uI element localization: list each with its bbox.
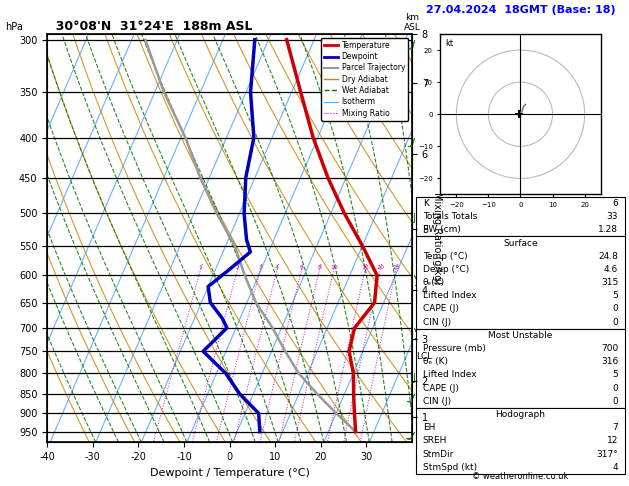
Text: SREH: SREH (423, 436, 447, 445)
Text: θₑ (K): θₑ (K) (423, 357, 448, 366)
Text: Temp (°C): Temp (°C) (423, 252, 467, 260)
Text: © weatheronline.co.uk: © weatheronline.co.uk (472, 472, 569, 481)
Text: 4: 4 (613, 463, 618, 472)
Text: 1.28: 1.28 (598, 226, 618, 234)
Text: 0: 0 (613, 304, 618, 313)
Text: 33: 33 (606, 212, 618, 221)
Text: 4.6: 4.6 (604, 265, 618, 274)
Text: Totals Totals: Totals Totals (423, 212, 477, 221)
Text: 700: 700 (601, 344, 618, 353)
Text: 16: 16 (361, 265, 369, 270)
Text: 1: 1 (199, 265, 203, 270)
Text: 3: 3 (259, 265, 262, 270)
Legend: Temperature, Dewpoint, Parcel Trajectory, Dry Adiabat, Wet Adiabat, Isotherm, Mi: Temperature, Dewpoint, Parcel Trajectory… (321, 38, 408, 121)
Text: 27.04.2024  18GMT (Base: 18): 27.04.2024 18GMT (Base: 18) (426, 5, 615, 15)
Text: StmDir: StmDir (423, 450, 454, 459)
Text: kt: kt (445, 39, 454, 48)
Text: 6: 6 (613, 199, 618, 208)
Text: 4: 4 (275, 265, 279, 270)
Text: Lifted Index: Lifted Index (423, 291, 477, 300)
Text: 20: 20 (376, 265, 384, 270)
Bar (416, 197, 625, 236)
Text: PW (cm): PW (cm) (423, 226, 460, 234)
Text: θₑ(K): θₑ(K) (423, 278, 445, 287)
Text: EH: EH (423, 423, 435, 432)
Text: Hodograph: Hodograph (496, 410, 545, 419)
Text: 25: 25 (392, 265, 400, 270)
Text: 12: 12 (607, 436, 618, 445)
Text: Lifted Index: Lifted Index (423, 370, 477, 380)
Text: Dewp (°C): Dewp (°C) (423, 265, 469, 274)
Text: 315: 315 (601, 278, 618, 287)
Bar (416, 408, 625, 474)
Text: 30°08'N  31°24'E  188m ASL: 30°08'N 31°24'E 188m ASL (47, 20, 253, 33)
Bar (416, 236, 625, 329)
Text: 317°: 317° (596, 450, 618, 459)
Text: Pressure (mb): Pressure (mb) (423, 344, 486, 353)
Text: 5: 5 (613, 291, 618, 300)
Text: 24.8: 24.8 (598, 252, 618, 260)
Text: CIN (J): CIN (J) (423, 397, 451, 406)
X-axis label: Dewpoint / Temperature (°C): Dewpoint / Temperature (°C) (150, 468, 309, 478)
Text: 316: 316 (601, 357, 618, 366)
Text: 0: 0 (613, 318, 618, 327)
Text: Surface: Surface (503, 239, 538, 247)
Text: 0: 0 (613, 383, 618, 393)
Text: 7: 7 (613, 423, 618, 432)
Text: CIN (J): CIN (J) (423, 318, 451, 327)
Text: CAPE (J): CAPE (J) (423, 383, 459, 393)
Text: 10: 10 (330, 265, 338, 270)
Text: hPa: hPa (5, 22, 23, 32)
Text: 8: 8 (318, 265, 321, 270)
Text: K: K (423, 199, 429, 208)
Text: 2: 2 (235, 265, 240, 270)
Bar (416, 329, 625, 408)
Text: Most Unstable: Most Unstable (488, 331, 553, 340)
Text: LCL: LCL (416, 352, 432, 361)
Text: CAPE (J): CAPE (J) (423, 304, 459, 313)
Text: 5: 5 (613, 370, 618, 380)
Text: 0: 0 (613, 397, 618, 406)
Text: 6: 6 (299, 265, 303, 270)
Text: km
ASL: km ASL (404, 13, 420, 32)
Y-axis label: Mixing Ratio (g/kg): Mixing Ratio (g/kg) (432, 192, 442, 284)
Text: StmSpd (kt): StmSpd (kt) (423, 463, 477, 472)
